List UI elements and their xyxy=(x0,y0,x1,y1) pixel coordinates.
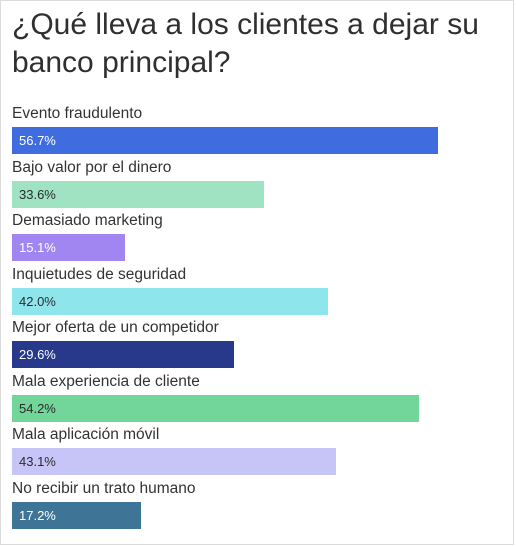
value-label: 33.6% xyxy=(19,186,56,202)
value-label: 29.6% xyxy=(19,347,56,362)
value-label: 43.1% xyxy=(19,454,56,469)
value-label: 56.7% xyxy=(19,133,56,148)
bar-row: Mala experiencia de cliente 54.2% xyxy=(0,372,516,428)
value-label: 42.0% xyxy=(19,293,56,309)
bar-row: Bajo valor por el dinero 33.6% xyxy=(0,158,516,214)
value-label: 54.2% xyxy=(19,400,56,416)
bar: 43.1% xyxy=(12,448,336,475)
category-label: Mala experiencia de cliente xyxy=(12,372,200,390)
chart-title: ¿Qué lleva a los clientes a dejar su ban… xyxy=(12,8,479,79)
category-label: Bajo valor por el dinero xyxy=(12,158,172,176)
category-label: Mejor oferta de un competidor xyxy=(12,319,219,336)
category-label: Inquietudes de seguridad xyxy=(12,265,187,283)
bar: 33.6% xyxy=(12,180,265,208)
bar-row: No recibir un trato humano 17.2% xyxy=(0,479,516,535)
category-label: Demasiado marketing xyxy=(12,212,163,229)
bar: 29.6% xyxy=(12,341,235,368)
bar-row: Demasiado marketing 15.1% xyxy=(0,211,516,267)
bar-row: Mala aplicación móvil 43.1% xyxy=(0,425,516,481)
category-label: Evento fraudulento xyxy=(12,105,143,122)
bar: 56.7% xyxy=(12,127,438,154)
bar: 17.2% xyxy=(12,501,142,529)
bar-row: Mejor oferta de un competidor 29.6% xyxy=(0,318,516,374)
category-label: Mala aplicación móvil xyxy=(12,426,160,443)
value-label: 17.2% xyxy=(19,507,56,523)
bar: 54.2% xyxy=(12,394,420,422)
value-label: 15.1% xyxy=(19,240,56,255)
bar: 15.1% xyxy=(12,234,126,261)
category-label: No recibir un trato humano xyxy=(12,479,196,497)
bar-row: Evento fraudulento 56.7% xyxy=(0,104,516,160)
bar: 42.0% xyxy=(12,287,328,315)
bar-row: Inquietudes de seguridad 42.0% xyxy=(0,265,516,321)
